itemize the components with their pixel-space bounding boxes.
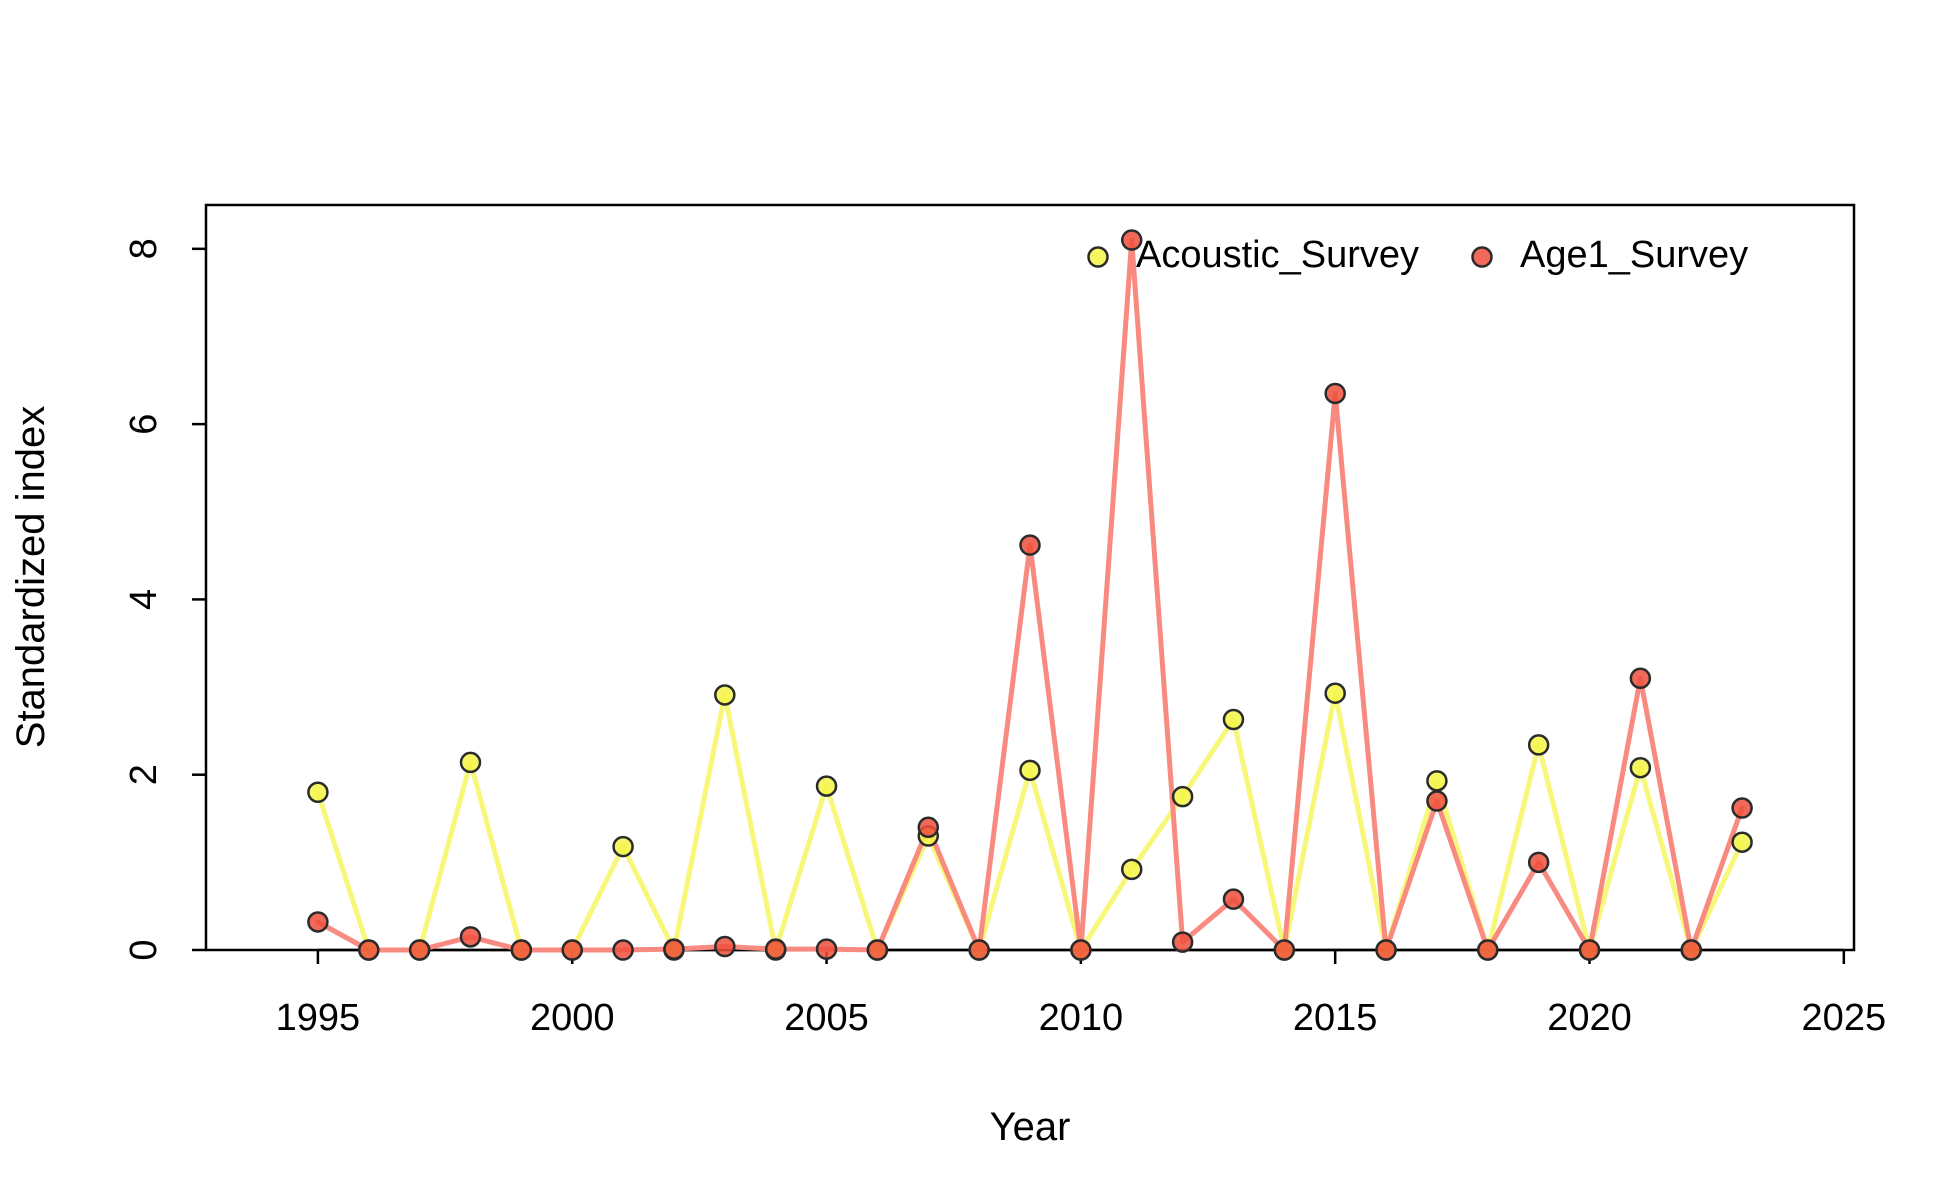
- series-point-0: [307, 781, 329, 803]
- y-axis-label: Standardized index: [9, 406, 53, 748]
- series-point-1: [307, 911, 329, 933]
- series-point-0: [815, 775, 838, 797]
- series-point-1: [1273, 939, 1296, 961]
- series-point-1: [612, 939, 634, 961]
- series-point-0: [1019, 759, 1041, 782]
- series-point-0: [1222, 708, 1245, 731]
- y-tick-label: 6: [123, 414, 165, 435]
- series-point-1: [968, 939, 990, 961]
- legend-marker-0: [1087, 246, 1109, 268]
- series-point-0: [714, 684, 736, 706]
- series-point-0: [1324, 682, 1346, 704]
- x-tick-label: 2015: [1293, 997, 1378, 1039]
- series-point-0: [1120, 858, 1143, 881]
- series-point-1: [459, 926, 482, 948]
- series-point-1: [1629, 667, 1652, 690]
- x-tick-label: 2025: [1802, 997, 1887, 1039]
- series-point-1: [561, 939, 583, 961]
- series-point-1: [1375, 939, 1397, 961]
- series-point-1: [1578, 939, 1601, 961]
- legend-label-1: Age1_Survey: [1520, 234, 1748, 276]
- y-axis: 0 2 4 6 8: [123, 238, 206, 961]
- x-axis-label: Year: [990, 1105, 1071, 1149]
- legend: Acoustic_Survey Age1_Survey: [1087, 234, 1748, 276]
- series-point-1: [663, 938, 685, 960]
- series-point-1: [1426, 790, 1448, 812]
- y-tick-label: 2: [123, 764, 165, 785]
- x-tick-label: 2000: [530, 997, 615, 1039]
- series-point-0: [1527, 734, 1550, 756]
- legend-label-0: Acoustic_Survey: [1136, 234, 1419, 276]
- series-point-1: [510, 939, 533, 961]
- series-point-0: [459, 751, 482, 774]
- series-point-1: [866, 939, 889, 961]
- series-point-1: [1680, 939, 1702, 961]
- series-point-1: [764, 938, 787, 960]
- series-point-1: [1070, 939, 1092, 961]
- series-line-1: [315, 237, 1745, 953]
- series-point-1: [815, 938, 838, 960]
- series-point-1: [1477, 939, 1499, 961]
- series-point-0: [1171, 785, 1194, 808]
- series-point-1: [408, 939, 431, 961]
- y-tick-label: 4: [123, 589, 165, 610]
- plot-frame: [204, 203, 1856, 952]
- series-point-1: [1120, 229, 1143, 251]
- series-layer: [307, 229, 1753, 961]
- series-point-1: [917, 816, 940, 839]
- series-point-0: [1629, 756, 1652, 779]
- y-tick-label: 8: [123, 238, 165, 259]
- x-tick-label: 2005: [784, 997, 869, 1039]
- series-point-0: [1426, 770, 1448, 792]
- series-line-0: [315, 690, 1745, 953]
- x-tick-label: 2020: [1547, 997, 1632, 1039]
- y-tick-label: 0: [123, 939, 165, 960]
- series-point-1: [1222, 888, 1245, 910]
- series-point-1: [1019, 534, 1041, 556]
- legend-marker-1: [1471, 246, 1493, 268]
- series-point-1: [1324, 382, 1346, 405]
- series-point-1: [358, 939, 380, 961]
- series-point-1: [1171, 931, 1194, 953]
- series-point-1: [1731, 797, 1753, 819]
- series-point-1: [1527, 851, 1550, 874]
- x-axis: 1995 2000 2005 2010 2015 2020 2025: [276, 948, 1887, 1039]
- series-point-0: [1731, 831, 1753, 853]
- series-point-1: [714, 935, 736, 958]
- series-point-0: [612, 835, 634, 858]
- x-tick-label: 1995: [276, 997, 361, 1039]
- x-tick-label: 2010: [1039, 997, 1124, 1039]
